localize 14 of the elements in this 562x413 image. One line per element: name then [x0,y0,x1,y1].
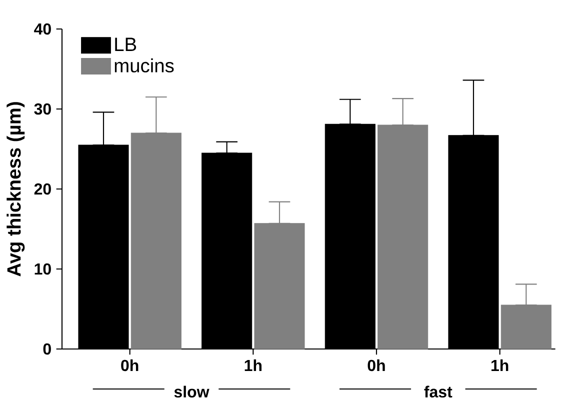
text: slow [174,386,210,398]
text: fast [424,386,452,398]
x-tick-label: 0h [368,359,385,372]
y-tick-label: 0 [43,343,51,355]
y-tick-label: 20 [34,183,51,195]
x-tick-label: 1h [244,359,262,371]
y-tick-label: 10 [34,263,51,275]
x-tick-label: 0h [121,359,138,372]
y-axis-title: Avg thickness (µm) [6,102,25,276]
y-tick-label: 40 [34,23,51,35]
y-tick-label: 30 [34,103,51,115]
x-tick-label: 1h [491,359,508,371]
legend-label: mucins [114,58,174,72]
legend-label: LB [115,38,136,52]
